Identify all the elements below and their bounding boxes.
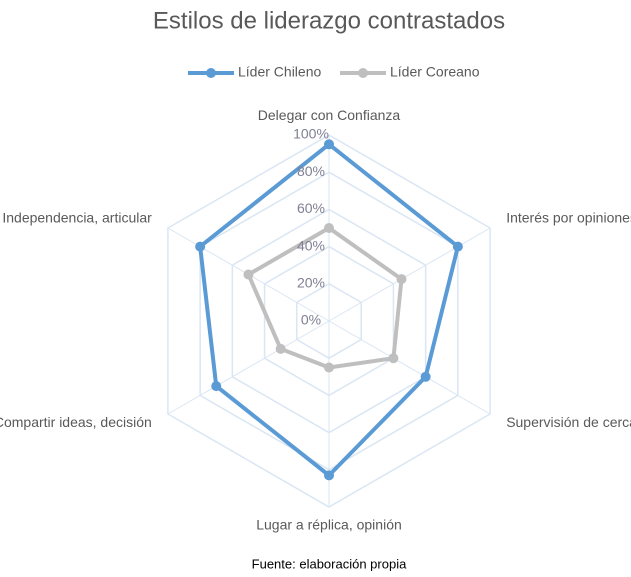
y-tick-label: 0%	[301, 312, 321, 328]
category-label: Lugar a réplica, opinión	[256, 516, 402, 532]
y-tick-label: 100%	[293, 126, 329, 142]
legend-label: Líder Chileno	[238, 64, 321, 80]
data-point	[243, 269, 254, 280]
data-point	[396, 274, 407, 285]
data-point	[324, 139, 334, 150]
category-label: Delegar con Confianza	[258, 107, 401, 123]
y-tick-label: 40%	[297, 237, 325, 253]
source: Fuente: elaboración propia	[252, 556, 407, 571]
chart-title: Estilos de liderazgo contrastados	[153, 7, 505, 34]
axis-spoke	[167, 320, 330, 415]
data-point	[275, 343, 286, 354]
data-point	[452, 241, 463, 252]
axis-spoke	[328, 320, 491, 415]
legend-marker	[206, 68, 216, 78]
data-point	[324, 362, 334, 373]
category-label: Compartir ideas, decisión	[0, 414, 152, 430]
category-label: Interés por opiniones	[506, 209, 631, 225]
legend-label: Líder Coreano	[390, 64, 480, 80]
data-point	[211, 381, 222, 392]
legend-marker	[358, 68, 368, 78]
data-point	[195, 241, 206, 252]
data-point	[324, 470, 334, 481]
axis-spoke	[328, 227, 491, 322]
data-point	[388, 353, 399, 364]
category-label: Supervisión de cerca	[506, 414, 631, 430]
category-label: Independencia, articular	[2, 209, 152, 225]
data-point	[420, 371, 431, 382]
y-tick-label: 20%	[297, 275, 325, 291]
data-point	[324, 223, 334, 233]
y-tick-label: 60%	[297, 200, 325, 216]
y-tick-label: 80%	[297, 163, 325, 179]
